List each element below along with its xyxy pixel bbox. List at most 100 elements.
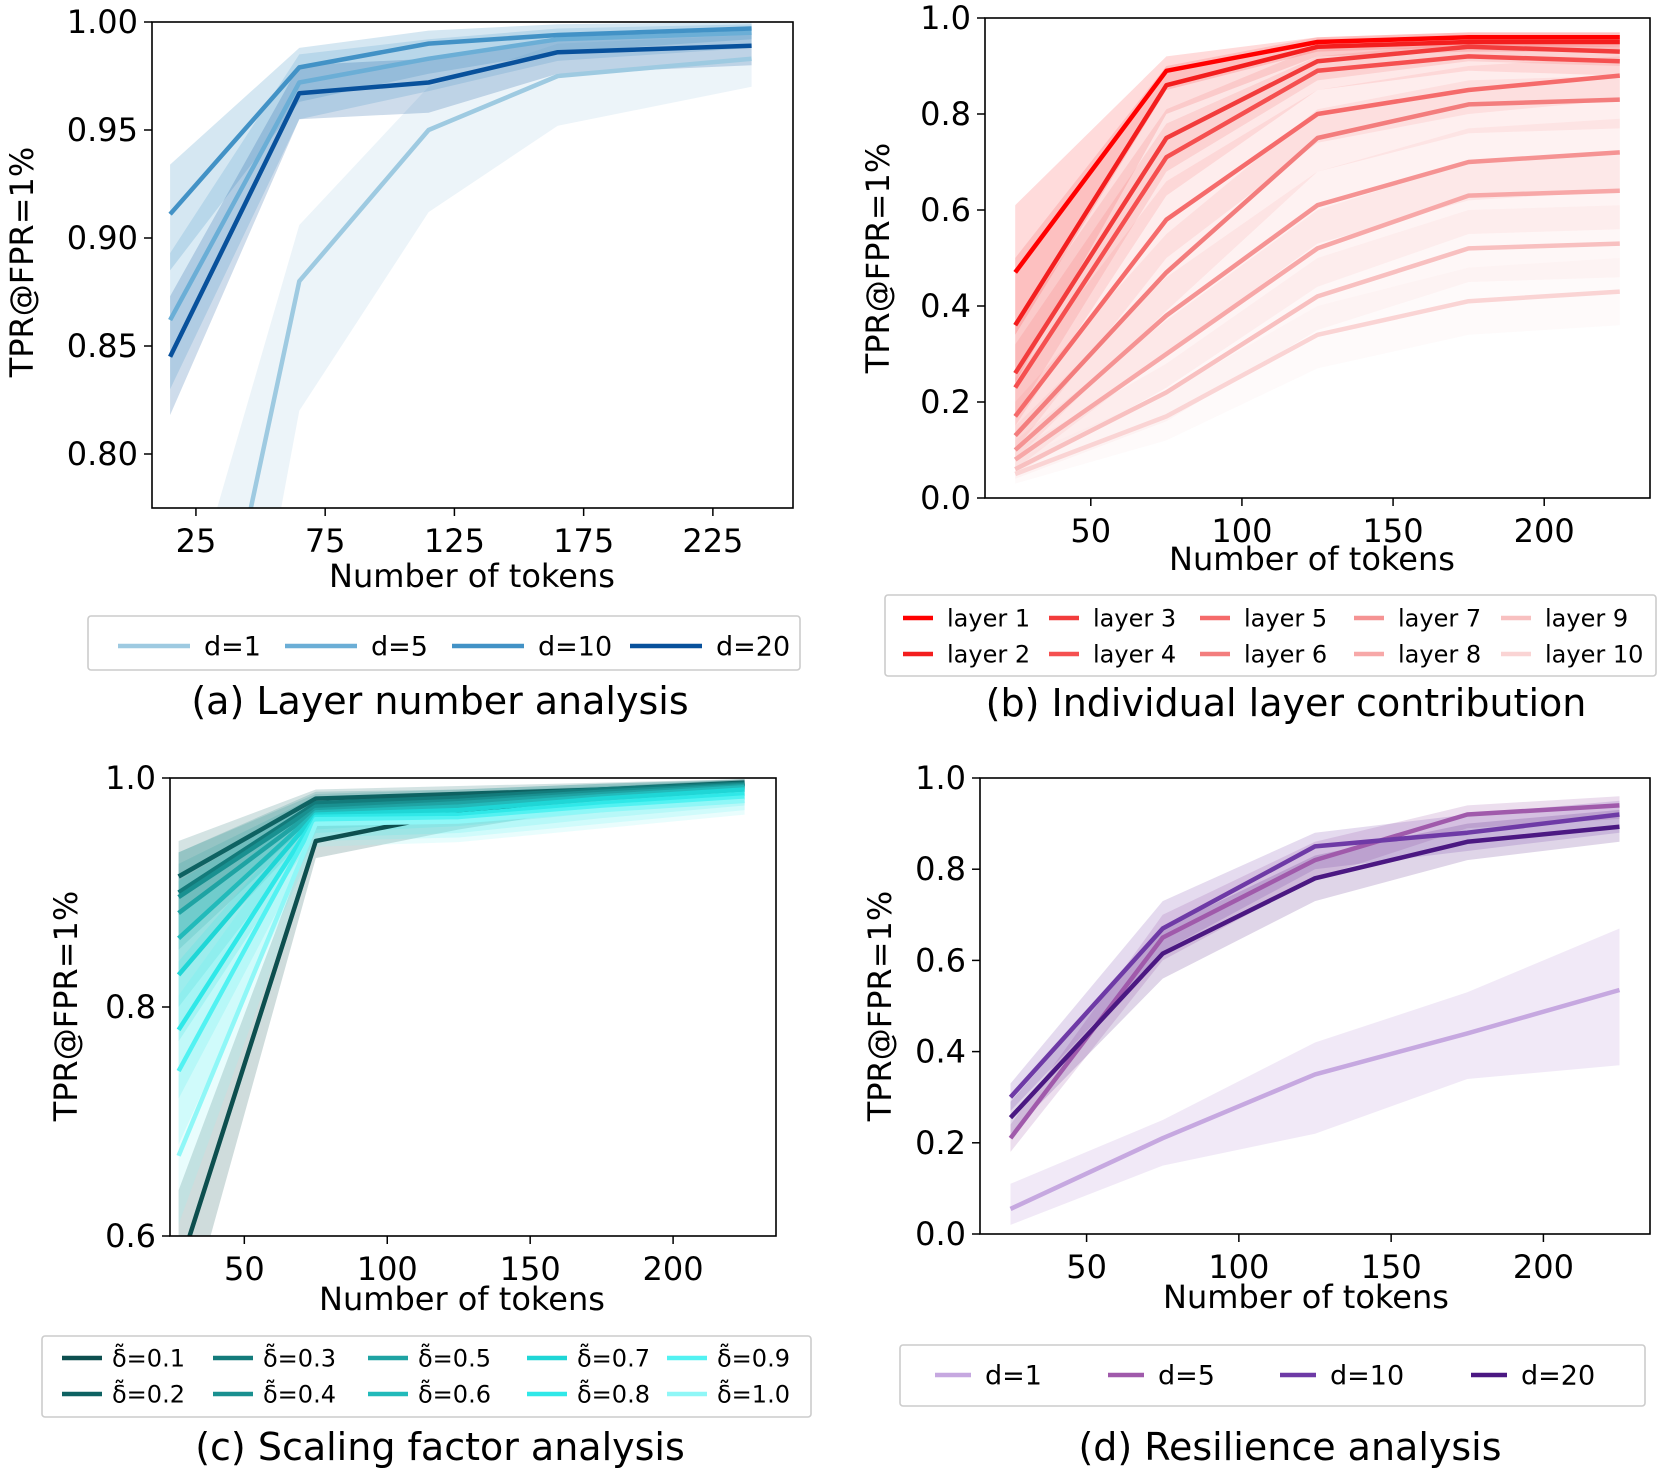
plot-area (168, 22, 752, 508)
series-line-layer 9 (1014, 241, 1620, 472)
y-tick-label: 0.4 (915, 1033, 966, 1071)
legend-label: layer 3 (1093, 605, 1176, 633)
series-line-layer 1 (1013, 34, 1620, 274)
x-axis-label: Number of tokens (329, 557, 615, 595)
confidence-band-layer 3 (1015, 37, 1620, 417)
series-line-layer 10 (1014, 289, 1620, 477)
legend-label: layer 1 (947, 605, 1030, 633)
confidence-band-layer 6 (1015, 75, 1620, 460)
series-line-layer 2 (1013, 39, 1620, 327)
legend-label: d=10 (1330, 1361, 1404, 1392)
legend: layer 1 layer 2 layer 3 layer 4 layer 5 layer… (884, 594, 1657, 677)
y-tick-label: 1.00 (67, 3, 138, 41)
legend-label: layer 9 (1545, 605, 1628, 633)
plot-area (1013, 32, 1621, 484)
confidence-band-layer 9 (1015, 205, 1620, 479)
panel-caption: (a) Layer number analysis (191, 679, 688, 723)
series-line-layer 7 (1013, 150, 1620, 452)
series-line-d=1 (248, 56, 752, 508)
legend-label: d=20 (716, 632, 790, 663)
legend-label: d=10 (538, 632, 612, 663)
series-line-layer 8 (1013, 188, 1620, 462)
series-line-δ̃=0.9 (176, 795, 745, 1073)
legend-label: layer 2 (947, 641, 1030, 669)
series-line-δ̃=1.0 (176, 798, 745, 1157)
panel-d: 50 100 150 200 0.0 0.2 0.4 0.6 0.8 1.0 Number of t… (861, 759, 1651, 1469)
y-tick-label: 0.0 (915, 1215, 966, 1253)
x-tick-label: 200 (1513, 1248, 1574, 1286)
legend-label: δ̃=0.1 (112, 1342, 185, 1372)
legend: d=1 d=5 d=10 d=20 (87, 615, 801, 671)
y-tick-label: 0.4 (920, 287, 971, 325)
y-axis-label: TPR@FPR=1% (859, 143, 897, 375)
panel-a: 25 75 125 175 225 0.80 0.85 0.90 0.95 1.00 Number … (3, 3, 801, 723)
legend: δ̃=0.1 δ̃=0.2 δ̃=0.3 δ̃=0.4 δ̃=0.5 δ̃=0.6 δ̃=0… (41, 1335, 812, 1418)
x-tick-label: 50 (1066, 1248, 1107, 1286)
x-tick-label: 175 (553, 522, 614, 560)
legend-label: layer 6 (1244, 641, 1327, 669)
legend-label: d=5 (371, 632, 428, 663)
y-axis-label: TPR@FPR=1% (3, 147, 41, 379)
confidence-band-layer 5 (1015, 56, 1620, 451)
series-line-layer 5 (1013, 73, 1621, 418)
confidence-band-layer 10 (1015, 258, 1620, 484)
x-tick-label: 25 (176, 522, 217, 560)
legend-label: d=1 (985, 1361, 1042, 1392)
legend-box (899, 1344, 1646, 1407)
legend-label: d=20 (1521, 1361, 1595, 1392)
x-tick-label: 100 (1211, 512, 1272, 550)
legend-label: δ̃=0.6 (418, 1378, 491, 1408)
x-axis-label: Number of tokens (319, 1280, 605, 1318)
legend-label: d=1 (204, 632, 261, 663)
y-axis-label: TPR@FPR=1% (861, 891, 899, 1123)
y-tick-label: 0.2 (915, 1124, 966, 1162)
legend-label: δ̃=0.7 (577, 1342, 650, 1372)
legend-label: layer 7 (1398, 605, 1481, 633)
y-tick-label: 0.90 (67, 219, 138, 257)
y-tick-label: 0.6 (920, 191, 971, 229)
axes-frame (979, 777, 1651, 1235)
x-axis-label: Number of tokens (1169, 540, 1455, 578)
y-tick-label: 0.8 (105, 988, 156, 1026)
confidence-band-d=20 (1010, 809, 1620, 1134)
x-tick-label: 75 (305, 522, 346, 560)
legend-label: δ̃=0.5 (418, 1342, 491, 1372)
legend-label: δ̃=0.2 (112, 1378, 185, 1408)
y-tick-label: 1.0 (915, 759, 966, 797)
axes-frame (984, 17, 1651, 499)
confidence-band-d=5 (170, 24, 752, 390)
legend-label: layer 5 (1244, 605, 1327, 633)
y-tick-label: 0.85 (67, 327, 138, 365)
legend-box (87, 615, 801, 671)
legend-label: layer 8 (1398, 641, 1481, 669)
x-tick-label: 150 (1361, 1248, 1422, 1286)
legend-label: δ̃=0.8 (577, 1378, 650, 1408)
confidence-band-layer 8 (1015, 152, 1620, 474)
y-tick-label: 0.6 (915, 941, 966, 979)
panel-caption: (d) Resilience analysis (1078, 1425, 1501, 1469)
x-tick-label: 200 (643, 1250, 704, 1288)
x-tick-label: 100 (357, 1250, 418, 1288)
panel-caption: (c) Scaling factor analysis (195, 1425, 685, 1469)
x-tick-label: 50 (1070, 512, 1111, 550)
legend: d=1 d=5 d=10 d=20 (899, 1344, 1646, 1407)
series-line-layer 3 (1013, 44, 1620, 375)
legend-label: d=5 (1158, 1361, 1215, 1392)
x-tick-label: 225 (682, 522, 743, 560)
y-tick-label: 0.6 (105, 1217, 156, 1255)
series-line-δ̃=0.7 (176, 787, 745, 977)
panel-caption: (b) Individual layer contribution (986, 681, 1587, 725)
y-tick-label: 0.80 (67, 435, 138, 473)
legend-label: δ̃=1.0 (717, 1378, 790, 1408)
y-tick-label: 0.8 (920, 95, 971, 133)
x-tick-label: 100 (1208, 1248, 1269, 1286)
legend-label: layer 10 (1545, 641, 1643, 669)
y-axis-label: TPR@FPR=1% (47, 891, 85, 1123)
series-line-d=10 (168, 26, 752, 216)
series-line-d=20 (1008, 824, 1620, 1120)
panel-c: 50 100 150 200 0.6 0.8 1.0 Number of tokens TPR@… (41, 759, 812, 1469)
x-axis-label: Number of tokens (1163, 1278, 1449, 1316)
legend-label: δ̃=0.3 (263, 1342, 336, 1372)
plot-area (176, 779, 745, 1236)
